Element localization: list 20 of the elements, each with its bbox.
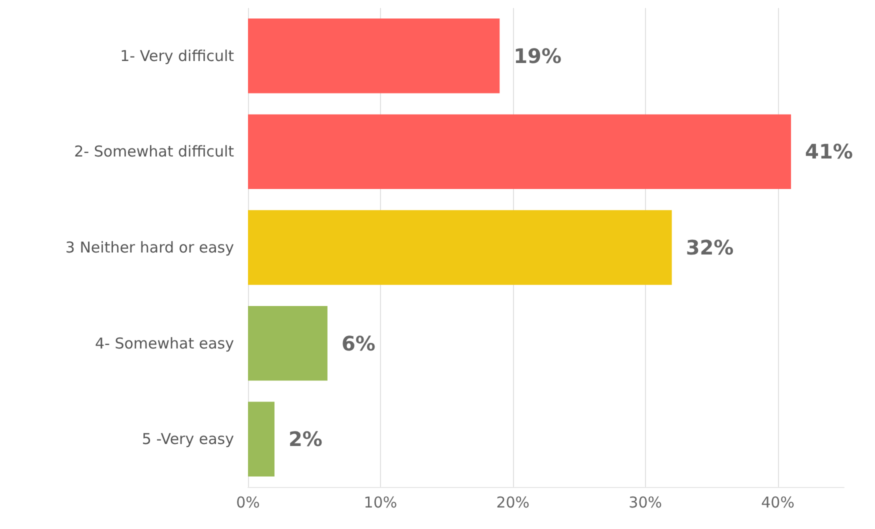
data-label: 2% <box>288 427 322 452</box>
bar <box>248 306 328 381</box>
y-tick-label: 3 Neither hard or easy <box>65 238 234 256</box>
x-tick-label: 10% <box>364 494 398 512</box>
data-label: 41% <box>805 140 853 164</box>
bar <box>248 114 792 190</box>
y-tick-label: 4- Somewhat easy <box>95 334 234 352</box>
x-tick-label: 20% <box>496 494 530 512</box>
x-tick-label: 40% <box>761 494 794 512</box>
data-label: 19% <box>514 44 562 68</box>
data-label: 6% <box>341 331 376 356</box>
y-tick-label: 2- Somewhat difficult <box>74 142 234 161</box>
bar <box>248 210 672 285</box>
bar <box>248 18 500 94</box>
y-tick-label: 1- Very difficult <box>120 46 234 65</box>
y-tick-label: 5 -Very easy <box>142 430 234 448</box>
x-tick-label: 0% <box>236 494 260 512</box>
x-tick-label: 30% <box>628 494 662 512</box>
bar <box>248 402 274 476</box>
data-label: 32% <box>686 236 734 260</box>
